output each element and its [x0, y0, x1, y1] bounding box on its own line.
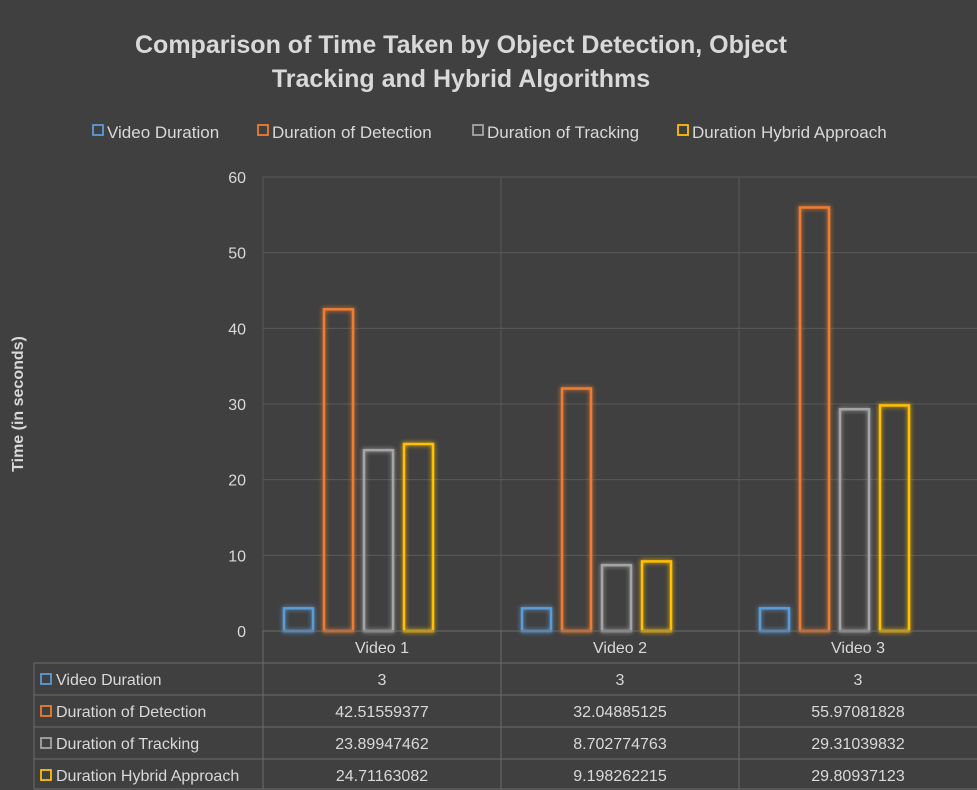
table-cell-video-3: 29.80937123	[811, 768, 905, 785]
table-cell-video-3: 29.31039832	[811, 736, 905, 753]
legend-label: Duration Hybrid Approach	[692, 123, 887, 142]
bar-duration-of-detection-video-1	[322, 308, 355, 633]
legend-label: Duration of Detection	[272, 123, 432, 142]
bar-duration-of-tracking-video-2	[600, 563, 633, 633]
bar-video-duration-video-3	[758, 607, 791, 633]
bar-duration-hybrid-approach-video-3	[878, 404, 911, 633]
legend-swatch	[677, 124, 689, 136]
table-row-duration-hybrid-approach: Duration Hybrid Approach 24.71163082 9.198…	[40, 768, 905, 785]
y-tick-label-0: 0	[237, 624, 246, 641]
y-tick-label-60: 60	[228, 170, 246, 187]
chart-title-line-2: Tracking and Hybrid Algorithms	[272, 65, 650, 93]
y-tick-label-40: 40	[228, 321, 246, 338]
table-cell-video-3: 3	[854, 672, 863, 689]
table-row-swatch	[40, 769, 52, 781]
legend-swatch	[92, 124, 104, 136]
legend-swatch	[472, 124, 484, 136]
y-tick-label-20: 20	[228, 473, 246, 490]
table-row-duration-of-detection: Duration of Detection 42.51559377 32.04885…	[40, 704, 905, 721]
table-cell-video-1: 23.89947462	[335, 736, 429, 753]
legend-item-duration-of-detection: Duration of Detection	[257, 123, 432, 142]
table-row-label: Duration Hybrid Approach	[56, 768, 239, 785]
bar-duration-of-tracking-video-3	[838, 407, 871, 633]
category-label-video-3: Video 3	[831, 640, 885, 657]
chart-legend: Video Duration Duration of Detection Durat…	[92, 123, 887, 142]
bar-video-duration-video-1	[282, 607, 315, 633]
table-cell-video-2: 9.198262215	[573, 768, 667, 785]
chart-title-line-1: Comparison of Time Taken by Object Detec…	[135, 31, 788, 59]
table-row-label: Duration of Detection	[56, 704, 206, 721]
y-axis-title: Time (in seconds)	[10, 336, 27, 472]
legend-item-video-duration: Video Duration	[92, 123, 219, 142]
category-label-video-2: Video 2	[593, 640, 647, 657]
table-cell-video-2: 8.702774763	[573, 736, 667, 753]
table-cell-video-2: 32.04885125	[573, 704, 667, 721]
legend-item-duration-hybrid-approach: Duration Hybrid Approach	[677, 123, 887, 142]
bar-duration-of-detection-video-3	[798, 206, 831, 633]
table-cell-video-3: 55.97081828	[811, 704, 905, 721]
table-row-swatch	[40, 705, 52, 717]
table-row-duration-of-tracking: Duration of Tracking 23.89947462 8.7027747…	[40, 736, 905, 753]
y-tick-label-50: 50	[228, 246, 246, 263]
bar-duration-of-detection-video-2	[560, 387, 593, 633]
y-axis-ticks: 0 10 20 30 40 50 60	[228, 170, 246, 641]
legend-swatch	[257, 124, 269, 136]
bar-duration-hybrid-approach-video-2	[640, 560, 673, 633]
table-row-label: Duration of Tracking	[56, 736, 199, 753]
legend-label: Duration of Tracking	[487, 123, 639, 142]
legend-item-duration-of-tracking: Duration of Tracking	[472, 123, 639, 142]
bars	[282, 206, 911, 633]
table-row-video-duration: Video Duration 3 3 3	[40, 672, 863, 689]
legend-label: Video Duration	[107, 123, 219, 142]
bar-duration-hybrid-approach-video-1	[402, 442, 435, 633]
table-cell-video-1: 3	[378, 672, 387, 689]
y-tick-label-10: 10	[228, 548, 246, 565]
table-row-label: Video Duration	[56, 672, 162, 689]
y-tick-label-30: 30	[228, 397, 246, 414]
bar-video-duration-video-2	[520, 607, 553, 633]
table-cell-video-1: 24.71163082	[336, 768, 428, 785]
bar-duration-of-tracking-video-1	[362, 448, 395, 633]
gridlines	[262, 176, 977, 632]
category-label-video-1: Video 1	[355, 640, 409, 657]
table-cell-video-2: 3	[616, 672, 625, 689]
data-table: Video 1 Video 2 Video 3 Video Duration 3 3 3 Du…	[33, 630, 977, 790]
table-row-swatch	[40, 673, 52, 685]
table-row-swatch	[40, 737, 52, 749]
table-cell-video-1: 42.51559377	[335, 704, 429, 721]
